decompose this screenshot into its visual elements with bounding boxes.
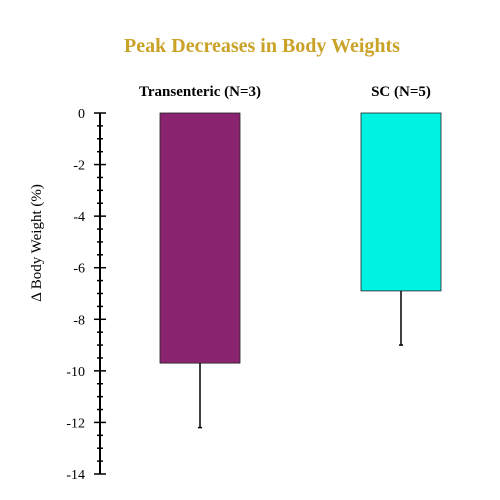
y-tick-label: -12 (66, 416, 85, 431)
y-axis-label: Δ Body Weight (%) (29, 184, 45, 302)
bar-transenteric (159, 112, 241, 364)
y-tick-label: -2 (73, 159, 85, 174)
y-tick-label: -8 (73, 313, 85, 328)
bar-sc (360, 112, 442, 292)
category-label-sc: SC (N=5) (371, 84, 431, 100)
y-tick-label: -4 (73, 210, 85, 225)
y-tick-label: -6 (73, 262, 85, 277)
chart-title: Peak Decreases in Body Weights (124, 35, 400, 57)
y-tick-label: 0 (78, 107, 85, 122)
category-label-transenteric: Transenteric (N=3) (139, 84, 261, 100)
y-tick-label: -10 (66, 365, 85, 380)
y-tick-label: -14 (66, 468, 85, 483)
